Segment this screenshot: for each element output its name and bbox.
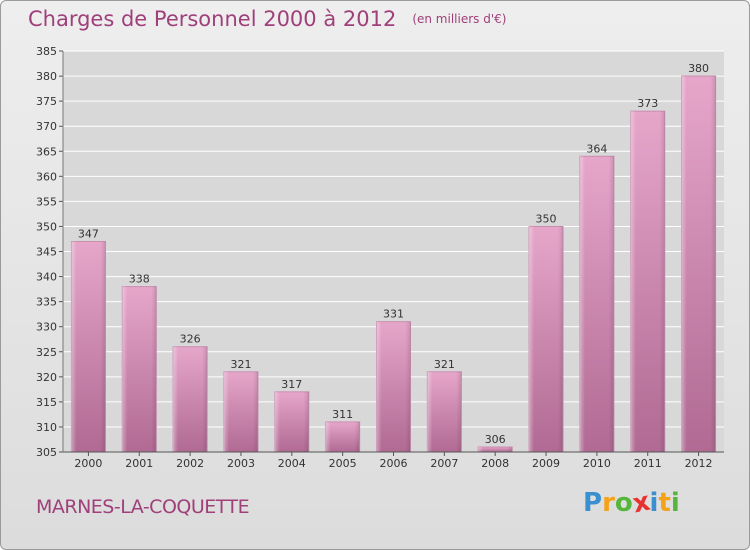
y-tick-label: 325 [36,346,57,359]
x-tick-label: 2005 [329,457,357,470]
y-tick-label: 350 [36,220,57,233]
bar-shading-2005 [325,421,360,452]
x-tick-label: 2006 [380,457,408,470]
chart-title: Charges de Personnel 2000 à 2012 (en mill… [28,7,506,31]
value-label: 364 [586,142,607,155]
bar-shading-2006 [376,321,411,452]
logo-letter: i [649,488,659,518]
logo-letter: P [583,488,603,518]
proxiti-logo: Proxiti [583,487,680,520]
logo-letter: o [614,488,633,518]
bar-shading-2010 [579,156,614,452]
y-tick-label: 340 [36,271,57,284]
x-tick-label: 2007 [430,457,458,470]
x-tick-label: 2008 [481,457,509,470]
value-label: 311 [332,408,353,421]
chart-subtitle: (en milliers d'€) [412,12,507,26]
commune-name: MARNES-LA-COQUETTE [36,496,250,518]
value-label: 347 [78,227,99,240]
value-labels: 347 338 326 321 317 311 331 321 306 350 364 373 380 [78,62,709,446]
bar-shading-2011 [630,111,665,453]
bar-shading-2000 [71,241,106,452]
value-label: 350 [536,212,557,225]
x-tick-label: 2002 [176,457,204,470]
y-tick-label: 370 [36,120,57,133]
bar-shading-2002 [173,346,208,452]
x-tick-label: 2012 [685,457,713,470]
x-tick-label: 2011 [634,457,662,470]
x-tick-label: 2010 [583,457,611,470]
value-label: 338 [129,273,150,286]
bar-shading-2001 [122,286,157,452]
logo-letter: i [670,488,680,518]
y-tick-label: 335 [36,296,57,309]
value-label: 317 [281,378,302,391]
x-tick-label: 2009 [532,457,560,470]
bars-group [70,75,717,453]
x-tick-label: 2001 [125,457,153,470]
logo-letter: r [602,488,615,518]
value-label: 306 [485,433,506,446]
y-axis-ticks: 305 310 315 320 325 330 335 340 345 350 355 360 365 3… [36,45,63,459]
value-label: 326 [180,333,201,346]
y-tick-label: 365 [36,145,57,158]
title-text: Charges de Personnel 2000 à 2012 [28,7,397,31]
value-label: 380 [688,62,709,75]
x-tick-label: 2003 [227,457,255,470]
bar-shading-2012 [681,76,716,452]
logo-letter: t [658,488,671,518]
y-tick-label: 355 [36,195,57,208]
x-axis-ticks: 2000 2001 2002 2003 2004 2005 2006 2007 2008 2009… [74,452,713,470]
bar-shading-2003 [223,371,258,452]
y-tick-label: 330 [36,321,57,334]
y-tick-label: 305 [36,446,57,459]
x-tick-label: 2004 [278,457,306,470]
y-tick-label: 310 [36,421,57,434]
value-label: 331 [383,308,404,321]
y-tick-label: 345 [36,246,57,259]
y-tick-label: 360 [36,170,57,183]
value-label: 373 [637,97,658,110]
y-tick-label: 380 [36,70,57,83]
value-label: 321 [230,358,251,371]
y-tick-label: 320 [36,371,57,384]
bar-shading-2004 [274,391,309,452]
y-tick-label: 315 [36,396,57,409]
value-label: 321 [434,358,455,371]
y-tick-label: 375 [36,95,57,108]
bar-shading-2009 [529,226,564,452]
x-tick-label: 2000 [74,457,102,470]
bar-shading-2007 [427,371,462,452]
bar-shading-2008 [478,446,513,452]
y-tick-label: 385 [36,45,57,58]
